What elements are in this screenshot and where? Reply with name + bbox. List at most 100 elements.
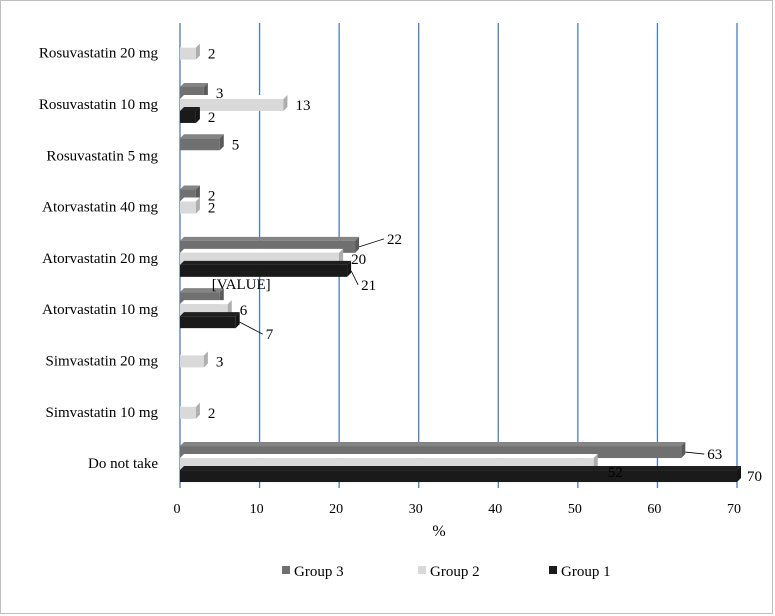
data-label: 22 <box>387 232 402 248</box>
bar <box>180 312 240 329</box>
data-label: 52 <box>608 465 623 481</box>
data-label: 2 <box>208 110 216 126</box>
bar-end-face <box>219 134 224 151</box>
bar-front-face <box>180 264 348 277</box>
legend-item: Group 1 <box>549 564 611 580</box>
bar <box>180 402 200 419</box>
leader-line <box>350 270 359 286</box>
data-label: 2 <box>208 201 216 217</box>
x-axis-title: % <box>432 523 445 540</box>
bar <box>180 134 224 151</box>
leader-line <box>358 238 385 248</box>
bar-end-face <box>355 236 360 253</box>
leader-line <box>685 451 705 455</box>
category-label: Simvastatin 20 mg <box>46 353 159 369</box>
category-label: Do not take <box>88 456 158 472</box>
bar-end-face <box>203 351 208 368</box>
category-label: Atorvastatin 20 mg <box>42 251 158 267</box>
bar-top-face <box>180 300 232 305</box>
category-label: Atorvastatin 40 mg <box>42 200 158 216</box>
bar-front-face <box>180 355 204 368</box>
bar-end-face <box>195 197 200 214</box>
x-tick-label: 50 <box>568 502 582 517</box>
bar-front-face <box>180 470 737 483</box>
data-label: 20 <box>351 252 366 268</box>
data-label: 3 <box>216 354 224 370</box>
bar-front-face <box>180 406 196 419</box>
category-labels: Rosuvastatin 20 mg Rosuvastatin 10 mg Rosu… <box>39 46 159 472</box>
bar-top-face <box>180 288 224 293</box>
data-label: 2 <box>208 189 216 205</box>
bar-top-face <box>180 260 352 265</box>
bar-top-face <box>180 82 208 87</box>
bar-top-face <box>180 185 200 190</box>
bar <box>180 43 200 60</box>
legend: Group 3 Group 2 Group 1 <box>282 564 611 580</box>
bar <box>180 106 200 123</box>
bar-top-face <box>180 236 360 241</box>
legend-item: Group 3 <box>282 564 344 580</box>
data-label: 13 <box>295 98 310 114</box>
x-tick-label: 30 <box>409 502 423 517</box>
bar-top-face <box>180 134 224 139</box>
data-label: 3 <box>216 86 224 102</box>
bar <box>180 94 288 111</box>
data-label: 63 <box>707 447 722 463</box>
category-label: Rosuvastatin 20 mg <box>39 46 159 62</box>
legend-swatch <box>418 566 426 574</box>
bar-end-face <box>681 442 686 459</box>
bar-end-face <box>195 43 200 60</box>
data-label: 7 <box>266 327 274 343</box>
x-tick-label: 10 <box>250 502 264 517</box>
x-tick-label: 70 <box>727 502 741 517</box>
bar <box>180 197 200 214</box>
bar-front-face <box>180 201 196 214</box>
legend-item: Group 2 <box>418 564 480 580</box>
data-label: 6 <box>240 303 248 319</box>
bar-top-face <box>180 312 240 317</box>
bars <box>180 43 741 483</box>
bar-top-face <box>180 454 598 459</box>
leader-line <box>239 321 263 335</box>
bar <box>180 351 208 368</box>
bar-end-face <box>195 402 200 419</box>
bar-top-face <box>180 402 200 407</box>
bar-end-face <box>737 466 741 483</box>
x-tick-label: 60 <box>647 502 661 517</box>
bar-end-face <box>283 94 288 111</box>
bar-front-face <box>180 138 220 151</box>
x-tick-labels: 0 10 20 30 40 50 60 70 <box>174 502 742 517</box>
data-label: [VALUE] <box>212 277 271 293</box>
data-label: 2 <box>208 406 216 422</box>
category-label: Rosuvastatin 10 mg <box>39 97 159 113</box>
bar-top-face <box>180 248 344 253</box>
category-label: Atorvastatin 10 mg <box>42 302 158 318</box>
x-tick-label: 40 <box>488 502 502 517</box>
x-tick-label: 20 <box>329 502 343 517</box>
category-label: Rosuvastatin 5 mg <box>46 148 158 164</box>
bar-end-face <box>195 106 200 123</box>
bar-end-face <box>235 312 240 329</box>
legend-swatch <box>282 566 290 574</box>
legend-swatch <box>549 566 557 574</box>
bar-top-face <box>180 106 200 111</box>
data-label: 21 <box>361 278 376 294</box>
bar-front-face <box>180 110 196 123</box>
data-label: 70 <box>747 469 762 485</box>
bar <box>180 260 352 277</box>
bar-end-face <box>347 260 352 277</box>
legend-label: Group 3 <box>294 564 344 580</box>
data-label: 5 <box>232 137 240 153</box>
bar-front-face <box>180 47 196 60</box>
bar <box>180 466 741 483</box>
bar-top-face <box>180 442 686 447</box>
x-tick-label: 0 <box>174 502 181 517</box>
bar-top-face <box>180 43 200 48</box>
legend-label: Group 1 <box>561 564 611 580</box>
bar-top-face <box>180 94 288 99</box>
bar-front-face <box>180 316 236 329</box>
bar-top-face <box>180 197 200 202</box>
